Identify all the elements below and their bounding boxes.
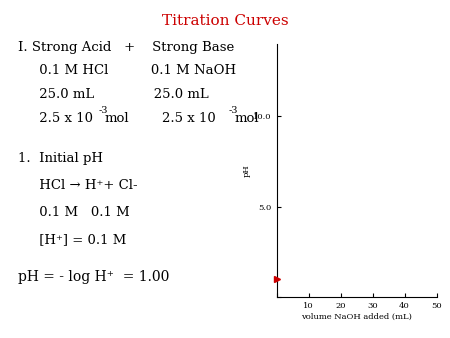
X-axis label: volume NaOH added (mL): volume NaOH added (mL) (301, 313, 412, 321)
Text: 0.1 M   0.1 M: 0.1 M 0.1 M (18, 206, 130, 219)
Text: mol: mol (235, 112, 260, 124)
Text: [H⁺] = 0.1 M: [H⁺] = 0.1 M (18, 233, 126, 246)
Text: I. Strong Acid   +    Strong Base: I. Strong Acid + Strong Base (18, 41, 234, 53)
Text: HCl → H⁺+ Cl-: HCl → H⁺+ Cl- (18, 179, 138, 192)
Y-axis label: pH: pH (243, 164, 251, 177)
Text: Titration Curves: Titration Curves (162, 14, 288, 27)
Text: 0.1 M HCl          0.1 M NaOH: 0.1 M HCl 0.1 M NaOH (18, 64, 236, 77)
Text: -3: -3 (229, 106, 238, 116)
Text: mol: mol (105, 112, 130, 124)
Text: 2.5 x 10: 2.5 x 10 (162, 112, 216, 124)
Text: 1.  Initial pH: 1. Initial pH (18, 152, 103, 165)
Text: -3: -3 (98, 106, 108, 116)
Text: 25.0 mL              25.0 mL: 25.0 mL 25.0 mL (18, 88, 209, 101)
Text: pH = - log H⁺  = 1.00: pH = - log H⁺ = 1.00 (18, 270, 169, 284)
Text: 2.5 x 10: 2.5 x 10 (18, 112, 93, 124)
